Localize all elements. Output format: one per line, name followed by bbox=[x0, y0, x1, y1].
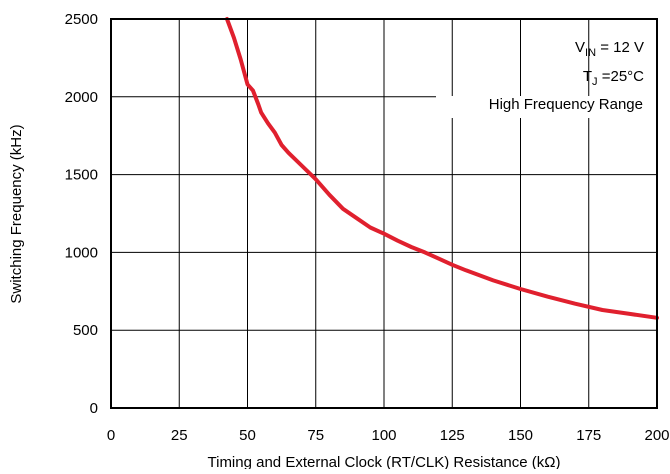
x-tick-label-8: 200 bbox=[644, 427, 669, 444]
annotation-vin: VIN = 12 V bbox=[575, 39, 644, 59]
x-tick-label-0: 0 bbox=[107, 427, 115, 444]
x-axis-title: Timing and External Clock (RT/CLK) Resis… bbox=[208, 454, 561, 469]
y-tick-label-2: 1000 bbox=[65, 244, 98, 261]
x-tick-label-7: 175 bbox=[576, 427, 601, 444]
annotation-background bbox=[436, 96, 656, 118]
x-tick-label-1: 25 bbox=[171, 427, 188, 444]
plot-frame bbox=[110, 18, 658, 409]
y-tick-label-1: 500 bbox=[73, 322, 98, 339]
x-tick-label-4: 100 bbox=[371, 427, 396, 444]
x-tick-label-3: 75 bbox=[307, 427, 324, 444]
y-tick-label-5: 2500 bbox=[65, 11, 98, 28]
tick-labels: 0 25 50 75 100 125 150 175 200050010001500200025… bbox=[65, 11, 670, 444]
y-tick-label-0: 0 bbox=[90, 400, 98, 417]
annotation-frequency-range: High Frequency Range bbox=[489, 96, 643, 113]
x-tick-label-5: 125 bbox=[440, 427, 465, 444]
grid bbox=[111, 19, 657, 408]
x-tick-label-2: 50 bbox=[239, 427, 256, 444]
series-line-0 bbox=[225, 17, 659, 320]
plot-border bbox=[110, 18, 658, 409]
y-tick-label-4: 2000 bbox=[65, 89, 98, 106]
y-axis-title: Switching Frequency (kHz) bbox=[8, 124, 25, 303]
annotation-tj: TJ =25°C bbox=[583, 68, 644, 88]
x-tick-label-6: 150 bbox=[508, 427, 533, 444]
series-layer bbox=[225, 17, 659, 320]
y-tick-label-3: 1500 bbox=[65, 167, 98, 184]
